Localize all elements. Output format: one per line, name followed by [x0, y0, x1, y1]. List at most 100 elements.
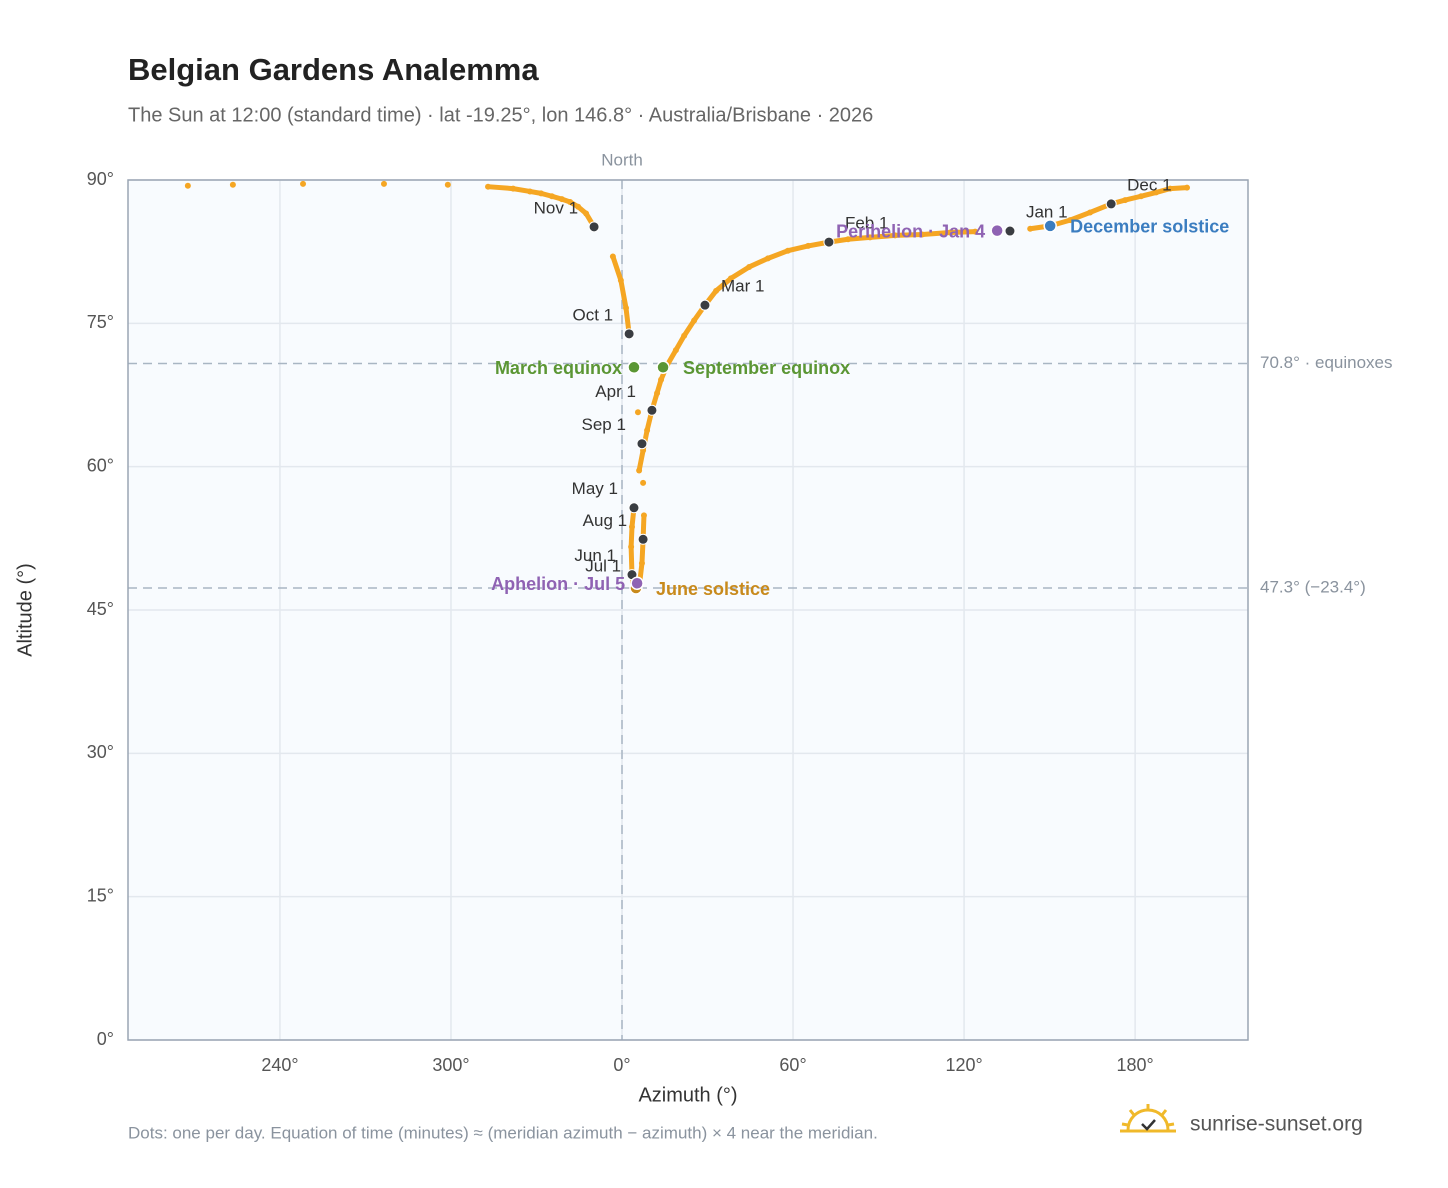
day-dot	[617, 277, 624, 284]
month-marker	[623, 328, 635, 340]
day-dot	[1027, 225, 1034, 232]
day-dot	[658, 376, 665, 383]
event-label: Aphelion · Jul 5	[491, 574, 625, 594]
day-dot	[628, 523, 635, 530]
plot-border	[127, 179, 1249, 1041]
day-dot	[184, 182, 191, 189]
day-dot	[538, 190, 545, 197]
day-dot	[380, 180, 387, 187]
y-tick-label: 30°	[87, 742, 114, 762]
y-tick-label: 45°	[87, 599, 114, 619]
day-dot	[628, 543, 635, 550]
day-dot	[636, 467, 643, 474]
month-label: Sep 1	[582, 415, 626, 434]
day-dot	[622, 305, 629, 312]
day-dot	[805, 242, 812, 249]
chart-subtitle: The Sun at 12:00 (standard time) · lat -…	[128, 104, 873, 126]
day-dot	[691, 317, 698, 324]
month-marker	[1105, 198, 1117, 210]
day-dot	[583, 210, 590, 217]
chart-title: Belgian Gardens Analemma	[128, 52, 539, 87]
month-label: Jun 1	[574, 546, 616, 565]
day-dot	[1183, 184, 1190, 191]
event-label: March equinox	[495, 358, 622, 378]
y-tick-label: 75°	[87, 312, 114, 332]
analemma-line	[1027, 185, 1190, 232]
day-dot	[638, 560, 645, 567]
day-dot	[784, 247, 791, 254]
x-tick-label: 60°	[779, 1055, 806, 1075]
event-marker	[990, 223, 1004, 238]
y-tick-label: 60°	[87, 455, 114, 475]
reference-label: 47.3° (−23.4°)	[1260, 578, 1366, 597]
day-dot	[892, 232, 899, 239]
day-dot	[972, 228, 979, 235]
day-dot	[526, 188, 533, 195]
month-label: Apr 1	[595, 382, 636, 401]
day-dot	[567, 198, 574, 205]
month-marker	[636, 438, 648, 450]
day-dot	[640, 512, 647, 519]
month-label: Jul 1	[585, 557, 621, 576]
y-tick-label: 90°	[87, 169, 114, 189]
month-marker	[646, 404, 658, 416]
footnote: Dots: one per day. Equation of time (min…	[128, 1123, 878, 1142]
day-dot	[654, 390, 661, 397]
day-dot	[672, 347, 679, 354]
event-label: September equinox	[683, 358, 850, 378]
x-tick-label: 180°	[1116, 1055, 1153, 1075]
day-dot	[727, 275, 734, 282]
month-marker	[823, 236, 835, 248]
day-dot	[681, 332, 688, 339]
day-dot	[867, 234, 874, 241]
x-axis-label: Azimuth (°)	[638, 1084, 737, 1106]
day-dot	[1153, 189, 1160, 196]
month-label: Nov 1	[534, 198, 578, 217]
y-tick-label: 15°	[87, 885, 114, 905]
event-marker	[656, 360, 670, 375]
day-dot	[1138, 193, 1145, 200]
day-dot	[1167, 185, 1174, 192]
month-label: Dec 1	[1127, 175, 1171, 194]
event-marker	[630, 576, 644, 590]
event-marker	[1043, 219, 1057, 233]
day-dot	[644, 427, 651, 434]
month-label: May 1	[572, 479, 618, 498]
reference-label: 70.8° · equinoxes	[1260, 353, 1393, 372]
event-label: June solstice	[656, 579, 770, 599]
x-tick-label: 300°	[432, 1055, 469, 1075]
day-dot	[746, 263, 753, 270]
day-dot	[485, 183, 492, 190]
brand-logo	[1120, 1104, 1176, 1133]
day-dot	[713, 287, 720, 294]
day-dot	[229, 181, 236, 188]
day-dot	[919, 231, 926, 238]
day-dot	[947, 229, 954, 236]
y-tick-label: 0°	[97, 1029, 114, 1049]
analemma-line	[485, 184, 597, 230]
event-label: Perihelion · Jan 4	[836, 221, 985, 241]
month-marker	[637, 533, 649, 545]
month-label: Mar 1	[721, 277, 764, 296]
month-label: Aug 1	[583, 511, 627, 530]
day-dot	[1087, 209, 1094, 216]
analemma-line	[610, 253, 632, 337]
month-marker	[1004, 225, 1016, 237]
month-label: Feb 1	[845, 214, 888, 233]
day-dot	[634, 409, 641, 416]
day-dot	[444, 181, 451, 188]
event-label: December solstice	[1070, 217, 1229, 237]
day-dot	[640, 479, 647, 486]
north-label: North	[601, 150, 643, 169]
y-axis-label: Altitude (°)	[14, 563, 36, 657]
event-marker	[627, 360, 641, 375]
day-dot	[510, 185, 517, 192]
day-dot	[1122, 197, 1129, 204]
month-marker	[628, 502, 640, 514]
month-label: Jan 1	[1026, 203, 1068, 222]
x-tick-label: 240°	[261, 1055, 298, 1075]
day-dot	[764, 255, 771, 262]
x-tick-label: 120°	[945, 1055, 982, 1075]
day-dot	[1067, 217, 1074, 224]
